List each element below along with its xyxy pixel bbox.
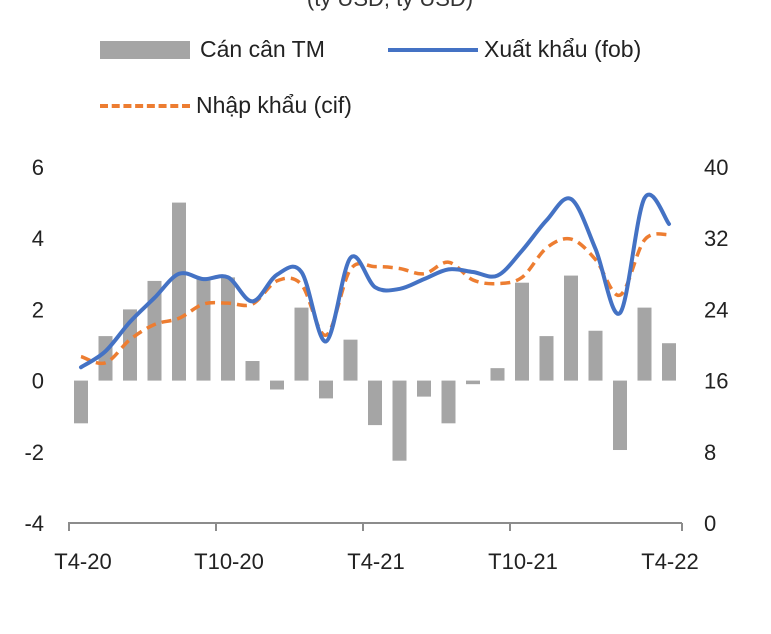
bar-T6-21 [417, 380, 431, 397]
legend-swatch-exports [388, 47, 478, 52]
bar-T7-20 [147, 280, 162, 381]
legend-item-imports: Nhập khẩu (cif) [100, 92, 352, 119]
x-axis-label: T4-20 [54, 549, 111, 574]
bar-T8-20 [172, 202, 186, 381]
line-imports [80, 232, 670, 366]
left-axis-label: 2 [32, 297, 44, 322]
legend-label-imports: Nhập khẩu (cif) [196, 92, 352, 118]
bar-T2-21 [319, 380, 333, 399]
bar-T4-22 [662, 343, 676, 381]
legend-item-balance: Cán cân TM [100, 36, 325, 63]
line-exports [79, 192, 671, 370]
legend-label-balance: Cán cân TM [200, 36, 325, 62]
x-axis-label: T10-21 [488, 549, 558, 574]
legend-label-exports: Xuất khẩu (fob) [484, 36, 642, 62]
bar-series-balance [74, 202, 676, 461]
right-axis-labels: 0 8 16 24 32 40 [704, 155, 728, 536]
legend-item-exports: Xuất khẩu (fob) [388, 36, 641, 63]
left-axis-label: 6 [32, 155, 44, 180]
left-axis-label: -4 [24, 511, 44, 536]
left-axis-label: -2 [24, 440, 44, 465]
right-axis-label: 24 [704, 297, 728, 322]
legend-swatch-bar [100, 40, 190, 59]
right-axis-label: 40 [704, 155, 728, 180]
bar-T2-22 [613, 380, 627, 451]
bar-T11-21 [539, 336, 554, 381]
bar-T10-20 [221, 277, 235, 381]
bar-T3-22 [637, 307, 652, 381]
bar-T7-21 [441, 380, 456, 424]
left-axis-labels: -4 -2 0 2 4 6 [24, 155, 44, 536]
right-axis-label: 8 [704, 440, 716, 465]
x-axis-ticks [68, 523, 683, 531]
right-axis-label: 16 [704, 369, 728, 394]
bar-T4-21 [368, 380, 382, 426]
bar-T9-21 [490, 368, 505, 381]
right-axis-label: 0 [704, 511, 716, 536]
left-axis-label: 0 [32, 369, 44, 394]
bar-T3-21 [343, 339, 358, 381]
x-axis-label: T10-20 [194, 549, 264, 574]
bar-T10-21 [515, 282, 529, 381]
line-series [79, 192, 671, 370]
left-axis-label: 4 [32, 226, 44, 251]
bar-T11-20 [245, 361, 260, 381]
x-axis-label: T4-22 [641, 549, 698, 574]
legend-swatch-imports [100, 103, 190, 108]
bar-T1-22 [588, 330, 603, 381]
bar-T12-20 [270, 380, 284, 390]
bar-T5-21 [392, 380, 407, 461]
bar-T9-20 [196, 277, 211, 381]
bar-T4-20 [74, 380, 88, 424]
x-axis-labels: T4-20 T10-20 T4-21 T10-21 T4-22 [54, 549, 698, 574]
x-axis-label: T4-21 [347, 549, 404, 574]
bar-T12-21 [564, 275, 578, 381]
bar-T8-21 [466, 380, 480, 385]
chart-title: (tỷ USD, tỷ USD) [230, 0, 550, 12]
right-axis-label: 32 [704, 226, 728, 251]
bar-T1-21 [294, 307, 309, 381]
